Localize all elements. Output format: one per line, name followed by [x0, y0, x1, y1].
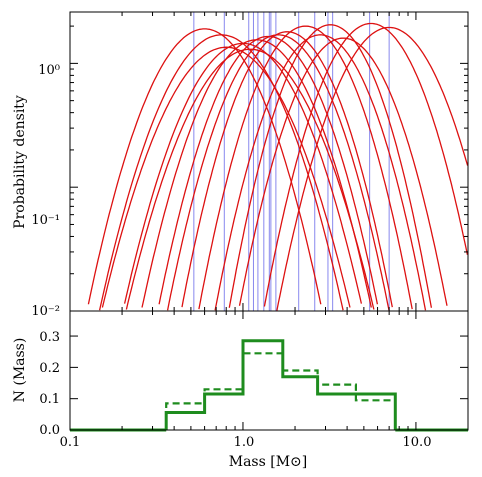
density-curve: [276, 26, 469, 311]
bottom-xlabel: Mass [M⊙]: [229, 454, 308, 470]
bottom-ytick-label: 0.0: [39, 423, 60, 438]
density-curve: [214, 34, 427, 311]
bottom-steps: [70, 339, 468, 432]
density-curve: [123, 42, 363, 304]
bottom-ytick-label: 0.2: [39, 361, 60, 376]
top-ytick-label: 10⁻²: [31, 304, 60, 319]
top-ytick-1: 10⁻¹: [31, 213, 60, 228]
top-ytick-label: 10⁰: [38, 63, 60, 78]
top-ytick-0: 10⁰: [38, 63, 60, 78]
bottom-ylabel: N (Mass): [12, 338, 28, 403]
density-curve: [87, 28, 322, 305]
bottom-xtick-label: 10.0: [403, 435, 432, 450]
density-curve: [263, 22, 469, 307]
density-curve: [101, 46, 351, 308]
top-curves: [87, 22, 469, 311]
density-curve: [98, 34, 344, 311]
top-vlines: [193, 12, 390, 311]
top-ylabel: Probability density: [12, 95, 28, 229]
bottom-ytick-label: 0.3: [39, 330, 60, 345]
bottom-xtick-label: 0.1: [60, 435, 81, 450]
top-ytick-label: 10⁻¹: [31, 213, 60, 228]
top-ytick-2: 10⁻²: [31, 304, 60, 319]
density-curve: [198, 25, 413, 310]
density-curve: [238, 37, 448, 306]
bottom-ytick-label: 0.1: [39, 392, 60, 407]
top-panel: Probability density 10⁰ 10⁻¹ 10⁻²: [12, 11, 469, 319]
density-curve: [125, 48, 375, 310]
density-curve: [181, 31, 393, 308]
bottom-xtick-label: 1.0: [234, 435, 255, 450]
density-curve: [166, 34, 390, 311]
bottom-panel: N (Mass) Mass [M⊙] 0.0 0.1 0.2 0.3 0.1 1…: [12, 310, 469, 470]
step-dashed: [165, 352, 397, 430]
bottom-plot-frame: [69, 310, 469, 431]
density-curve: [228, 24, 433, 308]
step-solid: [164, 339, 397, 430]
bottom-ticks: [69, 311, 469, 431]
